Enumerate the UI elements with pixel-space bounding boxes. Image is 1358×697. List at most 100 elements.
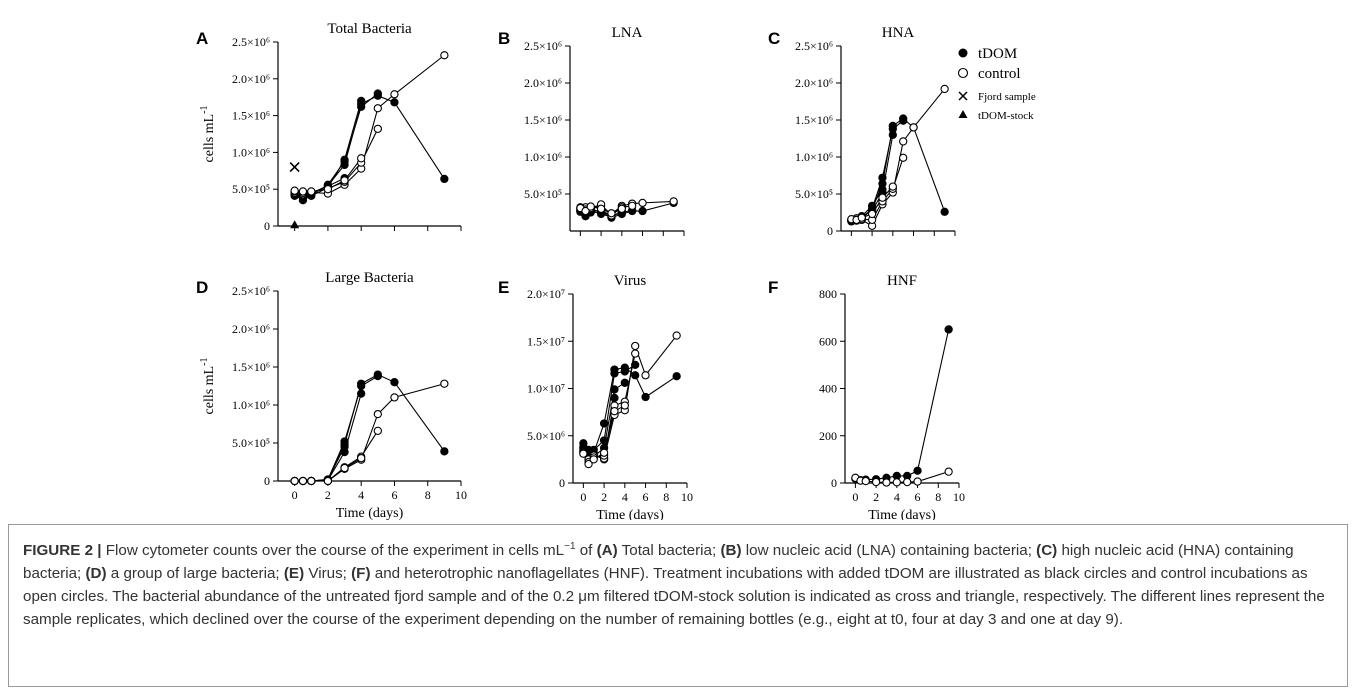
panel-title: Virus	[614, 273, 647, 289]
panel-letter: A	[196, 29, 208, 48]
x-tick-label: 10	[681, 490, 693, 504]
x-tick-label: 2	[325, 488, 331, 502]
control-point	[586, 202, 595, 211]
y-tick-label: 0	[264, 474, 270, 488]
control-point	[909, 123, 918, 132]
caption-box: FIGURE 2 | Flow cytometer counts over th…	[8, 524, 1348, 687]
control-point	[913, 477, 922, 486]
y-axis-label-text: cells mL	[202, 366, 217, 415]
legend-tdom-label: tDOM	[978, 46, 1017, 62]
caption-text-b: low nucleic acid (LNA) containing bacter…	[741, 542, 1037, 560]
control-point	[323, 476, 333, 486]
legend-fjord-label: Fjord sample	[978, 91, 1036, 103]
y-tick-label: 1.5×10⁶	[232, 360, 270, 374]
tdom-point	[940, 207, 949, 216]
control-point	[620, 401, 629, 410]
caption-text-f: and heterotrophic nanoflagellates (HNF).…	[23, 565, 1325, 629]
figure-canvas: A Total Bacteria 0 5.0×10⁵ 1.0×10⁶ 1.5×10⁶ 2.0…	[196, 21, 1036, 520]
y-tick-label: 1.0×10⁶	[524, 150, 562, 164]
x-tick-label: 0	[852, 490, 858, 504]
legend-stock-label: tDOM-stock	[978, 110, 1034, 122]
control-point	[440, 51, 449, 60]
x-tick-label: 10	[455, 488, 467, 502]
x-tick-label: 6	[643, 490, 649, 504]
control-point	[882, 478, 891, 487]
figure-panels: A Total Bacteria 0 5.0×10⁵ 1.0×10⁶ 1.5×10⁶ 2.0…	[196, 21, 965, 520]
figure-caption: FIGURE 2 | Flow cytometer counts over th…	[23, 535, 1335, 631]
tdom-point	[599, 436, 609, 445]
control-point	[373, 426, 382, 435]
tdom-point	[357, 381, 366, 391]
y-tick-label: 1.0×10⁶	[232, 145, 270, 159]
control-point	[867, 209, 877, 219]
control-point	[596, 204, 606, 213]
tdom-point	[373, 89, 382, 98]
control-point	[589, 455, 598, 464]
y-tick-label: 1.0×10⁷	[527, 382, 565, 396]
control-point	[944, 467, 953, 476]
control-point	[628, 201, 637, 210]
control-point	[861, 476, 870, 486]
x-tick-label: 10	[953, 490, 965, 504]
y-tick-label: 1.5×10⁶	[524, 113, 562, 127]
y-tick-label: 0	[559, 476, 565, 490]
x-tick-label: 8	[425, 488, 431, 502]
y-tick-label: 0	[831, 476, 837, 490]
legend: tDOM control Fjord sample tDOM-stock	[957, 46, 1036, 122]
fjord-sample-marker	[289, 162, 300, 173]
y-tick-label: 2.0×10⁶	[232, 72, 270, 86]
y-axis-label: cells mL-1	[199, 358, 217, 415]
control-point	[669, 197, 678, 206]
y-tick-label: 1.0×10⁶	[232, 398, 270, 412]
x-tick-label: 2	[873, 490, 879, 504]
control-point	[638, 198, 647, 208]
x-tick-label: 8	[935, 490, 941, 504]
control-point	[373, 124, 382, 133]
tdom-point	[867, 201, 877, 210]
tdom-point	[899, 116, 908, 125]
y-tick-label: 5.0×10⁵	[232, 182, 270, 196]
caption-ref-d: (D)	[85, 565, 107, 583]
panel-letter: B	[498, 29, 510, 48]
caption-text-a: Total bacteria;	[617, 542, 721, 560]
series-line	[294, 54, 445, 195]
y-axis-label: cells mL-1	[199, 106, 217, 163]
x-axis-label: Time (days)	[336, 506, 404, 520]
panel-a: A Total Bacteria 0 5.0×10⁵ 1.0×10⁶ 1.5×10⁶ 2.0…	[196, 21, 462, 233]
panel-d: D Large Bacteria 0 5.0×10⁵ 1.0×10⁶ 1.5×10⁶ 2.0…	[196, 270, 467, 520]
control-point	[892, 478, 901, 487]
y-tick-label: 0	[827, 224, 833, 238]
y-tick-label: 800	[819, 287, 837, 301]
y-tick-label: 5.0×10⁵	[232, 436, 270, 450]
x-axis-label: Time (days)	[868, 508, 936, 520]
panel-b: B LNA 5.0×10⁵ 1.0×10⁶ 1.5×10⁶ 2.0×10⁶ 2.5×10⁶	[498, 25, 685, 236]
y-tick-label: 2.5×10⁶	[232, 35, 270, 49]
caption-ref-a: (A)	[596, 542, 618, 560]
tdom-point	[440, 174, 449, 184]
x-tick-label: 2	[601, 490, 607, 504]
panel-title: LNA	[612, 25, 643, 41]
tdom-point	[440, 447, 449, 456]
tdom-point	[913, 466, 922, 475]
tdom-point	[610, 393, 619, 403]
x-tick-label: 4	[358, 488, 364, 502]
tdom-point	[888, 130, 897, 139]
control-point	[390, 393, 399, 402]
control-point	[617, 204, 626, 213]
tdom-stock-marker	[290, 220, 300, 229]
legend-control-label: control	[978, 66, 1021, 82]
control-point	[440, 379, 449, 388]
control-point	[857, 213, 866, 222]
x-tick-label: 4	[894, 490, 900, 504]
panel-title: HNA	[882, 25, 915, 41]
control-point	[631, 341, 640, 351]
panel-letter: E	[498, 278, 509, 297]
panel-f: F HNF 0 200 400 600 800 0 2 4 6 8 10 Time (days)	[768, 273, 965, 520]
control-point	[340, 463, 349, 473]
tdom-point	[599, 419, 609, 428]
tdom-point	[641, 392, 650, 402]
control-point	[610, 407, 619, 416]
series-line	[294, 430, 379, 482]
legend-cross-marker	[958, 91, 968, 101]
control-point	[599, 448, 609, 457]
